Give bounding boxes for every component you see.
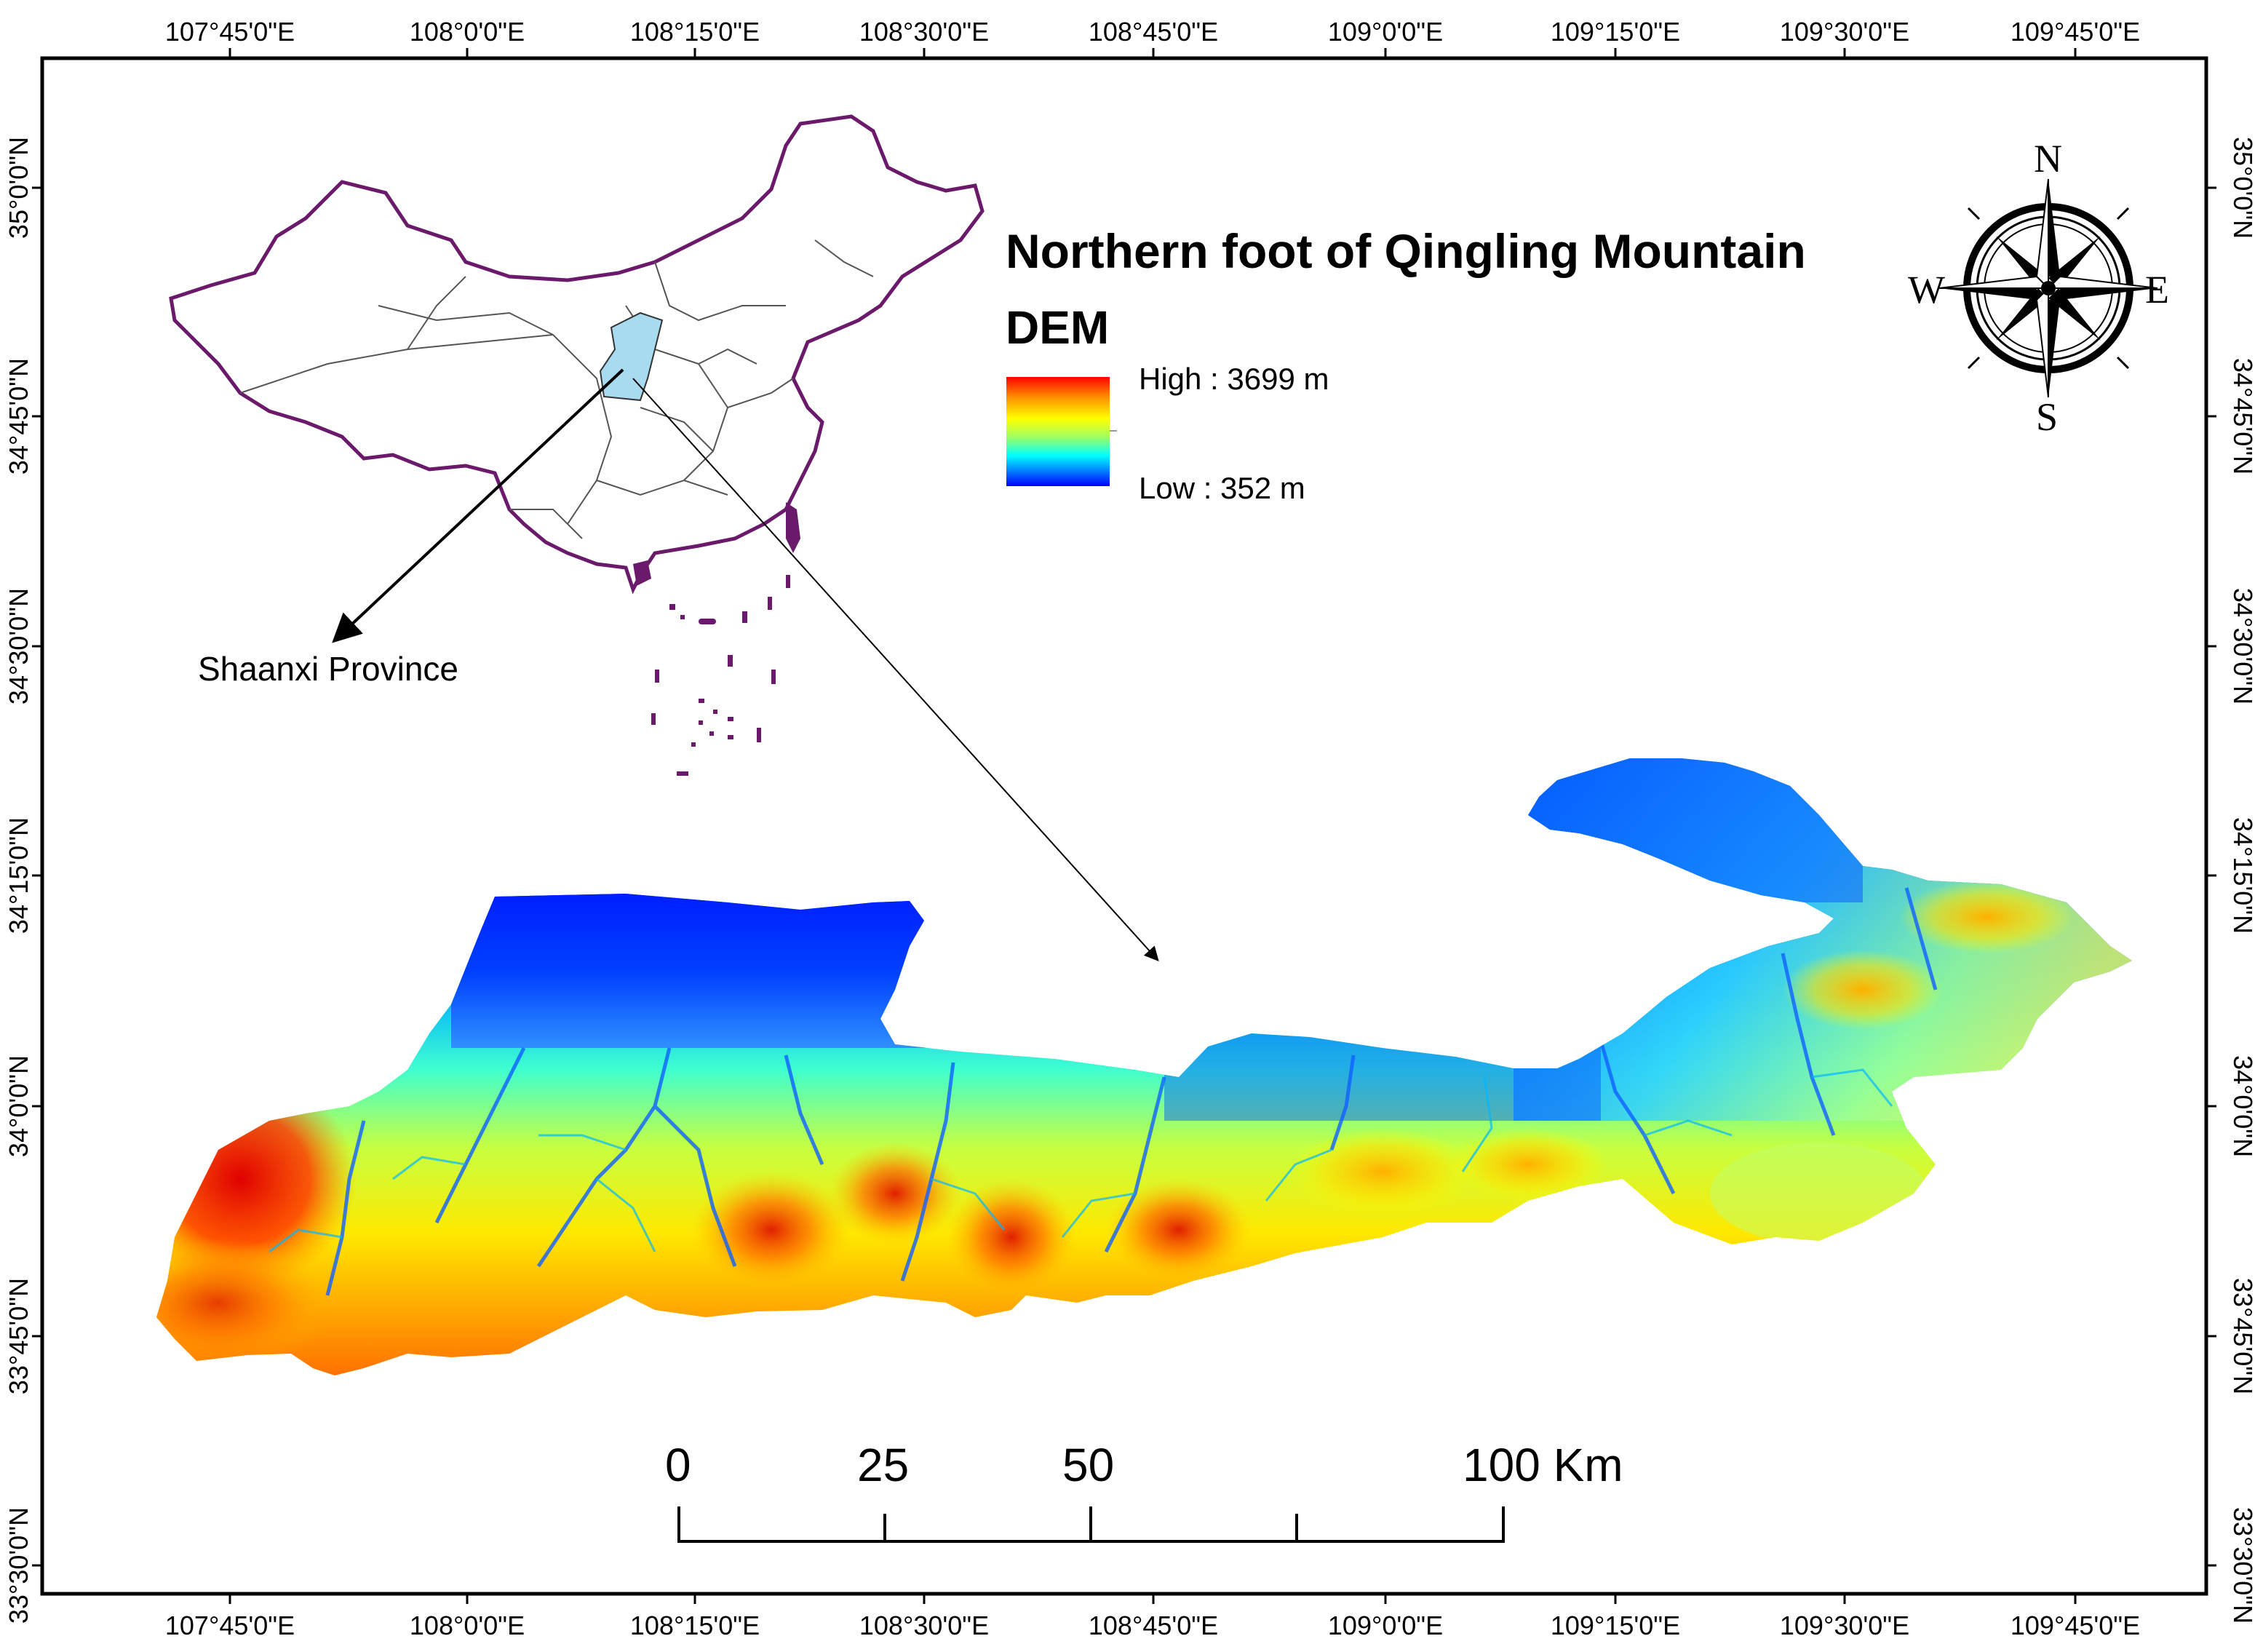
inset-china-map: Shaanxi Province xyxy=(169,114,1159,961)
right-latitude-label-2: 34°30'0"N xyxy=(2228,588,2258,704)
left-latitude-label-1: 34°45'0"N xyxy=(4,358,33,474)
scale-bar: 0 25 50 100 Km xyxy=(665,1439,1623,1543)
top-longitude-label-2: 108°15'0"E xyxy=(630,17,760,47)
map-title: Northern foot of Qingling Mountain xyxy=(1006,224,1806,278)
left-latitude-labels: 35°0'0"N 34°45'0"N 34°30'0"N 34°15'0"N 34°0'… xyxy=(4,137,33,1624)
bottom-longitude-label-5: 109°0'0"E xyxy=(1328,1611,1443,1640)
bottom-longitude-label-3: 108°30'0"E xyxy=(859,1611,989,1640)
inset-pointer-to-dem xyxy=(632,378,1159,961)
top-longitude-labels: 107°45'0"E 108°0'0"E 108°15'0"E 108°30'0"E 1… xyxy=(165,17,2140,47)
top-longitude-label-6: 109°15'0"E xyxy=(1551,17,1680,47)
bottom-longitude-label-2: 108°15'0"E xyxy=(630,1611,760,1640)
compass-west: W xyxy=(1908,268,1945,311)
shaanxi-province xyxy=(599,311,664,402)
right-latitude-label-5: 33°45'0"N xyxy=(2228,1278,2258,1394)
top-longitude-label-5: 109°0'0"E xyxy=(1328,17,1443,47)
map-subtitle: DEM xyxy=(1006,301,1109,354)
right-latitude-label-3: 34°15'0"N xyxy=(2228,817,2258,934)
china-outline xyxy=(169,114,985,595)
north-arrow-compass: N S E W xyxy=(1908,137,2169,439)
bottom-longitude-label-7: 109°30'0"E xyxy=(1780,1611,1909,1640)
right-latitude-label-1: 34°45'0"N xyxy=(2228,358,2258,474)
left-latitude-label-2: 34°30'0"N xyxy=(4,588,33,704)
legend-color-ramp xyxy=(1006,377,1110,486)
top-longitude-label-8: 109°45'0"E xyxy=(2011,17,2140,47)
bottom-longitude-label-4: 108°45'0"E xyxy=(1089,1611,1218,1640)
scale-label-0: 0 xyxy=(665,1439,691,1491)
compass-north: N xyxy=(2034,137,2062,180)
left-latitude-label-4: 34°0'0"N xyxy=(4,1055,33,1157)
inset-pointer-to-label xyxy=(332,368,624,643)
compass-east: E xyxy=(2145,268,2169,311)
right-latitude-label-4: 34°0'0"N xyxy=(2228,1055,2258,1157)
top-longitude-label-7: 109°30'0"E xyxy=(1780,17,1909,47)
right-latitude-label-6: 33°30'0"N xyxy=(2228,1507,2258,1624)
graticule-ticks xyxy=(32,48,2216,1604)
bottom-longitude-label-0: 107°45'0"E xyxy=(165,1611,295,1640)
shaanxi-label: Shaanxi Province xyxy=(198,650,458,688)
left-latitude-label-5: 33°45'0"N xyxy=(4,1278,33,1394)
top-longitude-label-3: 108°30'0"E xyxy=(859,17,989,47)
bottom-longitude-label-1: 108°0'0"E xyxy=(410,1611,525,1640)
bottom-longitude-label-8: 109°45'0"E xyxy=(2011,1611,2140,1640)
scale-label-25: 25 xyxy=(857,1439,909,1491)
legend-high-label: High : 3699 m xyxy=(1139,362,1329,396)
right-latitude-label-0: 35°0'0"N xyxy=(2228,137,2258,239)
top-longitude-label-1: 108°0'0"E xyxy=(410,17,525,47)
legend-low-label: Low : 352 m xyxy=(1139,471,1305,505)
left-latitude-label-3: 34°15'0"N xyxy=(4,817,33,934)
right-latitude-labels: 35°0'0"N 34°45'0"N 34°30'0"N 34°15'0"N 34°0'… xyxy=(2228,137,2258,1624)
bottom-longitude-labels: 107°45'0"E 108°0'0"E 108°15'0"E 108°30'0"E 1… xyxy=(165,1611,2140,1640)
top-longitude-label-4: 108°45'0"E xyxy=(1089,17,1218,47)
compass-south: S xyxy=(2036,395,2058,439)
scale-label-100: 100 Km xyxy=(1463,1439,1623,1491)
bottom-longitude-label-6: 109°15'0"E xyxy=(1551,1611,1680,1640)
legend: High : 3699 m Low : 352 m xyxy=(1006,362,1329,505)
scale-label-50: 50 xyxy=(1062,1439,1114,1491)
left-latitude-label-0: 35°0'0"N xyxy=(4,137,33,239)
left-latitude-label-6: 33°30'0"N xyxy=(4,1507,33,1624)
top-longitude-label-0: 107°45'0"E xyxy=(165,17,295,47)
